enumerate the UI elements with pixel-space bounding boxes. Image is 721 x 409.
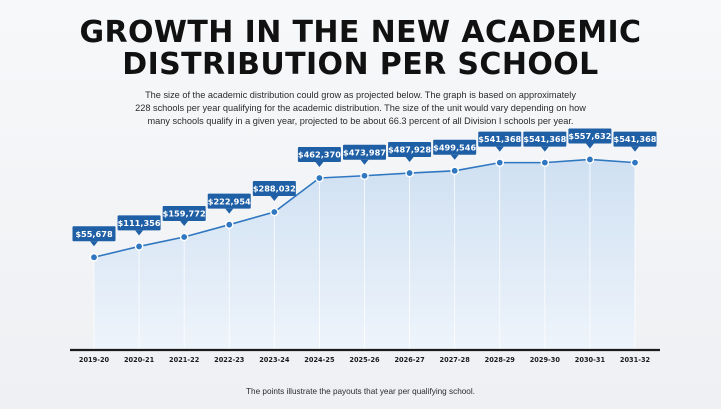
data-label-group: $541,368 [613,131,657,152]
data-label-pointer [315,162,324,168]
data-label-box [523,131,567,147]
data-label-group: $499,546 [433,139,477,160]
data-point [450,166,459,176]
description: The size of the academic distribution co… [60,89,661,128]
data-label-pointer [405,157,414,163]
x-tick-label: 2022-23 [214,356,245,364]
data-label-box [72,226,116,242]
x-tick-label: 2031-32 [620,356,651,364]
data-label-group: $159,772 [162,205,206,226]
data-label-box [117,215,161,231]
title-line-1: GROWTH IN THE NEW ACADEMIC [79,15,642,50]
data-label-pointer [585,143,594,149]
data-label-pointer [270,195,279,201]
data-label-box [207,193,251,209]
data-label: $55,678 [75,229,113,239]
data-label-group: $487,928 [388,142,432,163]
data-label: $487,928 [388,145,431,155]
data-label: $159,772 [163,209,206,219]
data-label: $222,954 [208,196,251,206]
data-label-pointer [180,220,189,226]
data-point [495,158,505,167]
data-point [585,155,595,164]
data-point [360,171,369,181]
x-tick-label: 2027-28 [440,356,471,364]
data-label-box [388,142,432,158]
data-label-group: $55,678 [72,226,116,247]
data-label: $473,987 [343,147,386,157]
data-label-group: $222,954 [207,193,251,214]
data-label-pointer [495,146,504,152]
data-point [540,158,550,167]
data-point [224,220,234,229]
data-label-group: $541,368 [523,131,567,152]
data-label-group: $111,356 [117,215,161,236]
data-label-box [343,144,386,160]
x-tick-label: 2020-21 [124,356,155,364]
data-label: $462,370 [298,150,341,160]
data-point [405,168,414,178]
data-point [270,207,279,217]
data-label-group: $462,370 [297,147,341,168]
data-label: $499,546 [433,142,476,152]
data-label-group: $473,987 [343,144,386,165]
data-label: $541,368 [523,134,566,144]
data-label-pointer [90,241,98,247]
data-label-group: $541,368 [478,131,522,152]
data-label-box [478,131,522,147]
data-label: $557,632 [568,131,611,141]
data-point [89,252,99,262]
data-label-box [433,139,477,155]
data-point [134,242,144,251]
data-label-box [252,180,296,196]
data-label-pointer [540,146,549,152]
x-tick-label: 2028-29 [485,356,516,364]
data-label-box [568,128,612,144]
data-label-pointer [360,159,369,165]
x-tick-label: 2030-31 [575,356,606,364]
data-label-group: $288,032 [252,180,296,201]
x-tick-label: 2021-22 [169,356,200,364]
footnote: The points illustrate the payouts that y… [246,387,475,396]
data-point [630,158,640,167]
data-label: $111,356 [118,218,161,228]
data-label-box [613,131,657,147]
description-line-2: 228 schools per year qualifying for the … [135,103,586,113]
data-label-pointer [225,208,234,214]
description-line-1: The size of the academic distribution co… [145,90,576,100]
x-tick-label: 2026-27 [394,356,425,364]
title-line-2: DISTRIBUTION PER SCHOOL [122,47,599,82]
data-label: $541,368 [614,134,657,144]
description-line-3: many schools qualify in a given year, pr… [147,116,574,126]
data-point [315,173,324,183]
x-tick-label: 2025-26 [349,356,380,364]
data-label-pointer [631,146,639,152]
data-point [179,232,189,242]
data-label-group: $557,632 [568,128,612,149]
x-tick-label: 2029-30 [530,356,561,364]
data-label-box [297,147,341,163]
data-label: $541,368 [478,134,521,144]
data-label-pointer [450,154,459,160]
data-label-pointer [135,230,144,236]
data-label-box [162,205,206,221]
x-tick-label: 2023-24 [259,356,290,364]
x-tick-label: 2019-20 [79,356,110,364]
data-label: $288,032 [253,184,296,194]
x-tick-label: 2024-25 [304,356,335,364]
